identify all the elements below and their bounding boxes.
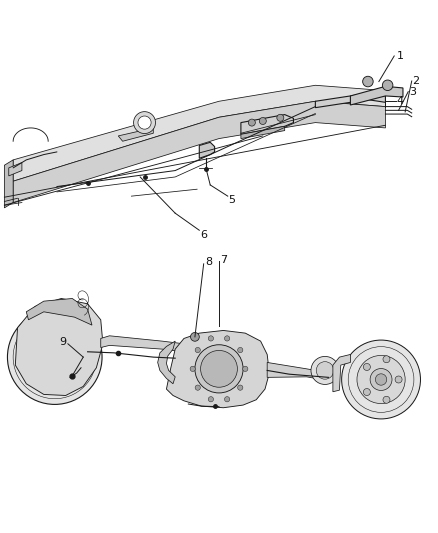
Circle shape [382, 80, 393, 91]
Circle shape [24, 353, 33, 361]
Polygon shape [4, 160, 13, 208]
Circle shape [370, 368, 392, 391]
Circle shape [363, 76, 373, 87]
Polygon shape [15, 298, 103, 395]
Polygon shape [241, 115, 293, 134]
Circle shape [64, 381, 72, 389]
Circle shape [190, 366, 195, 372]
Polygon shape [13, 101, 385, 203]
Circle shape [277, 114, 284, 122]
Circle shape [383, 356, 390, 363]
Circle shape [37, 381, 46, 389]
Circle shape [395, 376, 402, 383]
Polygon shape [315, 93, 385, 108]
Polygon shape [26, 298, 92, 325]
Polygon shape [166, 330, 269, 408]
Text: 1: 1 [396, 51, 403, 61]
Text: 9: 9 [59, 337, 66, 347]
Circle shape [77, 353, 85, 361]
Circle shape [311, 357, 339, 384]
Polygon shape [267, 362, 331, 381]
Circle shape [364, 389, 371, 395]
Circle shape [225, 336, 230, 341]
Polygon shape [241, 126, 285, 139]
Circle shape [364, 364, 371, 370]
Polygon shape [158, 341, 175, 384]
Circle shape [201, 350, 237, 387]
Text: 3: 3 [410, 87, 417, 96]
Circle shape [37, 325, 46, 334]
Polygon shape [9, 163, 22, 176]
Circle shape [248, 119, 255, 126]
Text: 2: 2 [413, 76, 420, 86]
Text: 7: 7 [220, 255, 227, 265]
Text: 6: 6 [201, 230, 208, 239]
Polygon shape [333, 354, 350, 392]
Polygon shape [118, 128, 153, 141]
Circle shape [47, 349, 63, 365]
Polygon shape [199, 142, 215, 158]
Circle shape [64, 325, 72, 334]
Circle shape [195, 348, 200, 353]
Circle shape [7, 310, 102, 405]
Circle shape [208, 397, 213, 402]
Circle shape [238, 385, 243, 390]
Circle shape [238, 348, 243, 353]
Circle shape [195, 385, 200, 390]
Circle shape [191, 333, 199, 341]
Circle shape [134, 111, 155, 134]
Circle shape [316, 362, 334, 379]
Text: 8: 8 [205, 257, 212, 267]
Circle shape [225, 397, 230, 402]
Polygon shape [350, 86, 403, 105]
Circle shape [195, 345, 243, 393]
Circle shape [259, 117, 266, 125]
Polygon shape [101, 336, 184, 352]
Circle shape [138, 116, 151, 129]
Circle shape [383, 396, 390, 403]
Circle shape [37, 340, 72, 375]
Polygon shape [13, 85, 385, 181]
Circle shape [357, 356, 405, 403]
Text: 4: 4 [396, 96, 403, 106]
Circle shape [243, 366, 248, 372]
Circle shape [208, 336, 213, 341]
Circle shape [342, 340, 420, 419]
Circle shape [375, 374, 387, 385]
Text: 5: 5 [229, 195, 236, 205]
